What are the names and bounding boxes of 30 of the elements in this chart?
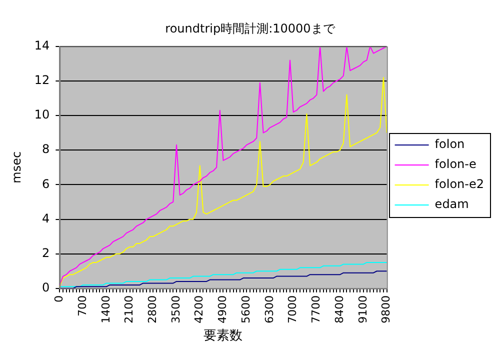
x-tick-label: 6300 [262, 295, 276, 324]
y-tick-label: 10 [34, 108, 50, 122]
x-tick-label: 5600 [239, 295, 252, 324]
x-tick-label: 2800 [146, 295, 159, 324]
y-tick-label: 14 [34, 38, 50, 53]
x-tick-label: 9800 [380, 295, 393, 324]
y-tick-label: 4 [42, 211, 50, 226]
x-tick-label: 7700 [310, 295, 323, 324]
y-tick-label: 12 [34, 73, 50, 88]
x-tick-label: 0 [52, 295, 66, 302]
x-tick-label: 9100 [356, 295, 370, 324]
chart-title: roundtrip時間計測:10000まで [165, 21, 336, 36]
legend-label: folon-e2 [434, 177, 484, 192]
y-axis-title: msec [9, 151, 24, 184]
y-tick-label: 2 [42, 246, 50, 260]
y-tick-label: 0 [42, 280, 50, 295]
legend-label: folon-e [434, 157, 476, 172]
legend-label: edam [434, 197, 469, 212]
y-tick-label: 8 [42, 142, 50, 156]
x-tick-label: 700 [76, 295, 89, 316]
x-tick-label: 1400 [99, 295, 112, 324]
x-tick-label: 8400 [332, 295, 346, 324]
x-tick-label: 4900 [216, 295, 230, 324]
y-tick-label: 6 [42, 176, 50, 191]
x-axis-title: 要素数 [204, 328, 243, 344]
x-tick-label: 2100 [122, 295, 136, 324]
x-tick-label: 7000 [286, 295, 300, 324]
legend-label: folon [434, 137, 465, 152]
x-tick-label: 4200 [192, 295, 206, 324]
x-tick-label: 3500 [169, 295, 182, 324]
